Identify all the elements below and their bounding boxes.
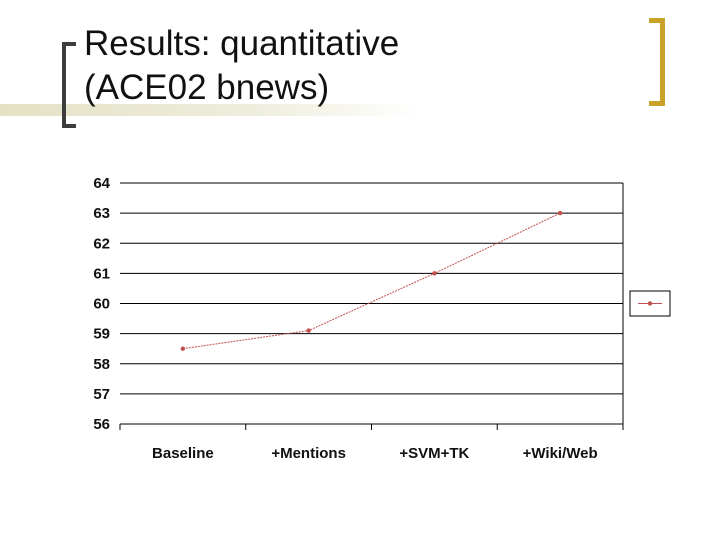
data-point — [180, 346, 186, 351]
y-tick-label: 63 — [93, 205, 110, 222]
slide-title: Results: quantitative (ACE02 bnews) — [84, 22, 624, 110]
slide-title-line-1: Results: quantitative — [84, 24, 400, 63]
y-tick-label: 61 — [93, 265, 110, 282]
legend — [629, 290, 671, 317]
series-layer — [180, 210, 563, 351]
y-tick-label: 56 — [93, 416, 110, 433]
y-axis-tick-labels: 64 63 62 61 60 59 58 57 56 — [93, 175, 110, 433]
gridlines — [119, 182, 624, 430]
title-decoration-band — [0, 104, 420, 116]
y-tick-label: 64 — [93, 175, 110, 192]
y-tick-label: 58 — [93, 356, 110, 373]
data-point — [432, 271, 437, 276]
x-tick-label: +SVM+TK — [399, 445, 469, 462]
legend-marker — [647, 301, 653, 306]
left-bracket-decoration — [62, 42, 76, 128]
x-tick-label: +Mentions — [271, 445, 346, 462]
slide-title-line-2: (ACE02 bnews) — [84, 68, 330, 107]
y-tick-label: 57 — [93, 386, 110, 403]
y-tick-label: 60 — [93, 296, 110, 313]
x-axis-tick-labels: Baseline +Mentions +SVM+TK +Wiki/Web — [152, 445, 598, 462]
y-tick-label: 62 — [93, 235, 110, 252]
x-tick-label: +Wiki/Web — [523, 445, 598, 462]
data-point — [306, 328, 311, 333]
right-bracket-decoration — [649, 18, 665, 106]
series-line — [182, 212, 561, 350]
y-tick-label: 59 — [93, 326, 110, 343]
x-tick-label: Baseline — [152, 445, 214, 462]
data-point — [557, 210, 563, 216]
